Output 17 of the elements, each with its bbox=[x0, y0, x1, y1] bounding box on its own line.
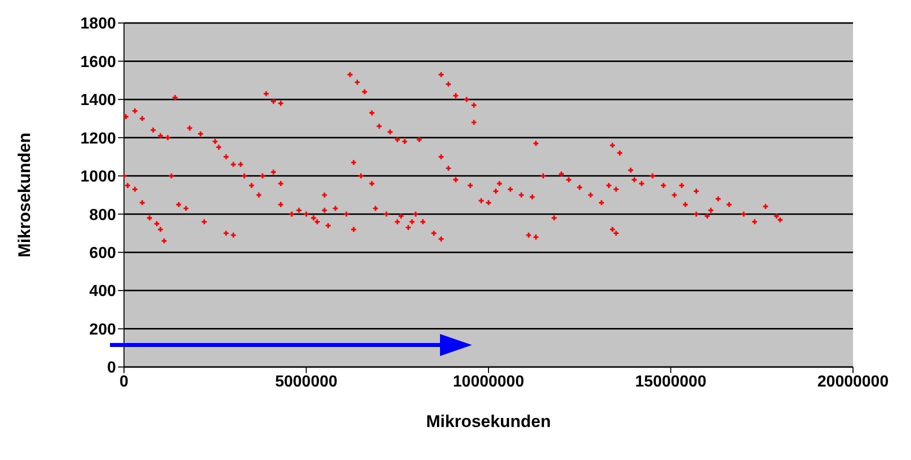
y-tick-label: 1600 bbox=[80, 54, 116, 71]
x-tick-label: 20000000 bbox=[817, 373, 889, 390]
y-tick-label: 1800 bbox=[80, 16, 116, 33]
y-tick-label: 800 bbox=[89, 206, 116, 224]
x-tick-label: 10000000 bbox=[452, 373, 524, 390]
y-tick-label: 400 bbox=[89, 283, 116, 300]
y-tick-label: 1400 bbox=[80, 92, 116, 110]
y-tick-label: 1000 bbox=[80, 168, 116, 186]
x-axis-title: Mikrosekunden bbox=[426, 412, 551, 431]
x-tick-label: 15000000 bbox=[635, 373, 706, 390]
y-tick-label: 200 bbox=[89, 321, 116, 338]
y-tick-label: 0 bbox=[107, 360, 116, 377]
y-axis-title: Mikrosekunden bbox=[15, 132, 34, 258]
x-tick-label: 5000000 bbox=[275, 373, 338, 390]
x-tick-label: 0 bbox=[120, 373, 129, 390]
y-tick-label: 600 bbox=[89, 245, 116, 262]
y-tick-label: 1200 bbox=[80, 130, 116, 148]
